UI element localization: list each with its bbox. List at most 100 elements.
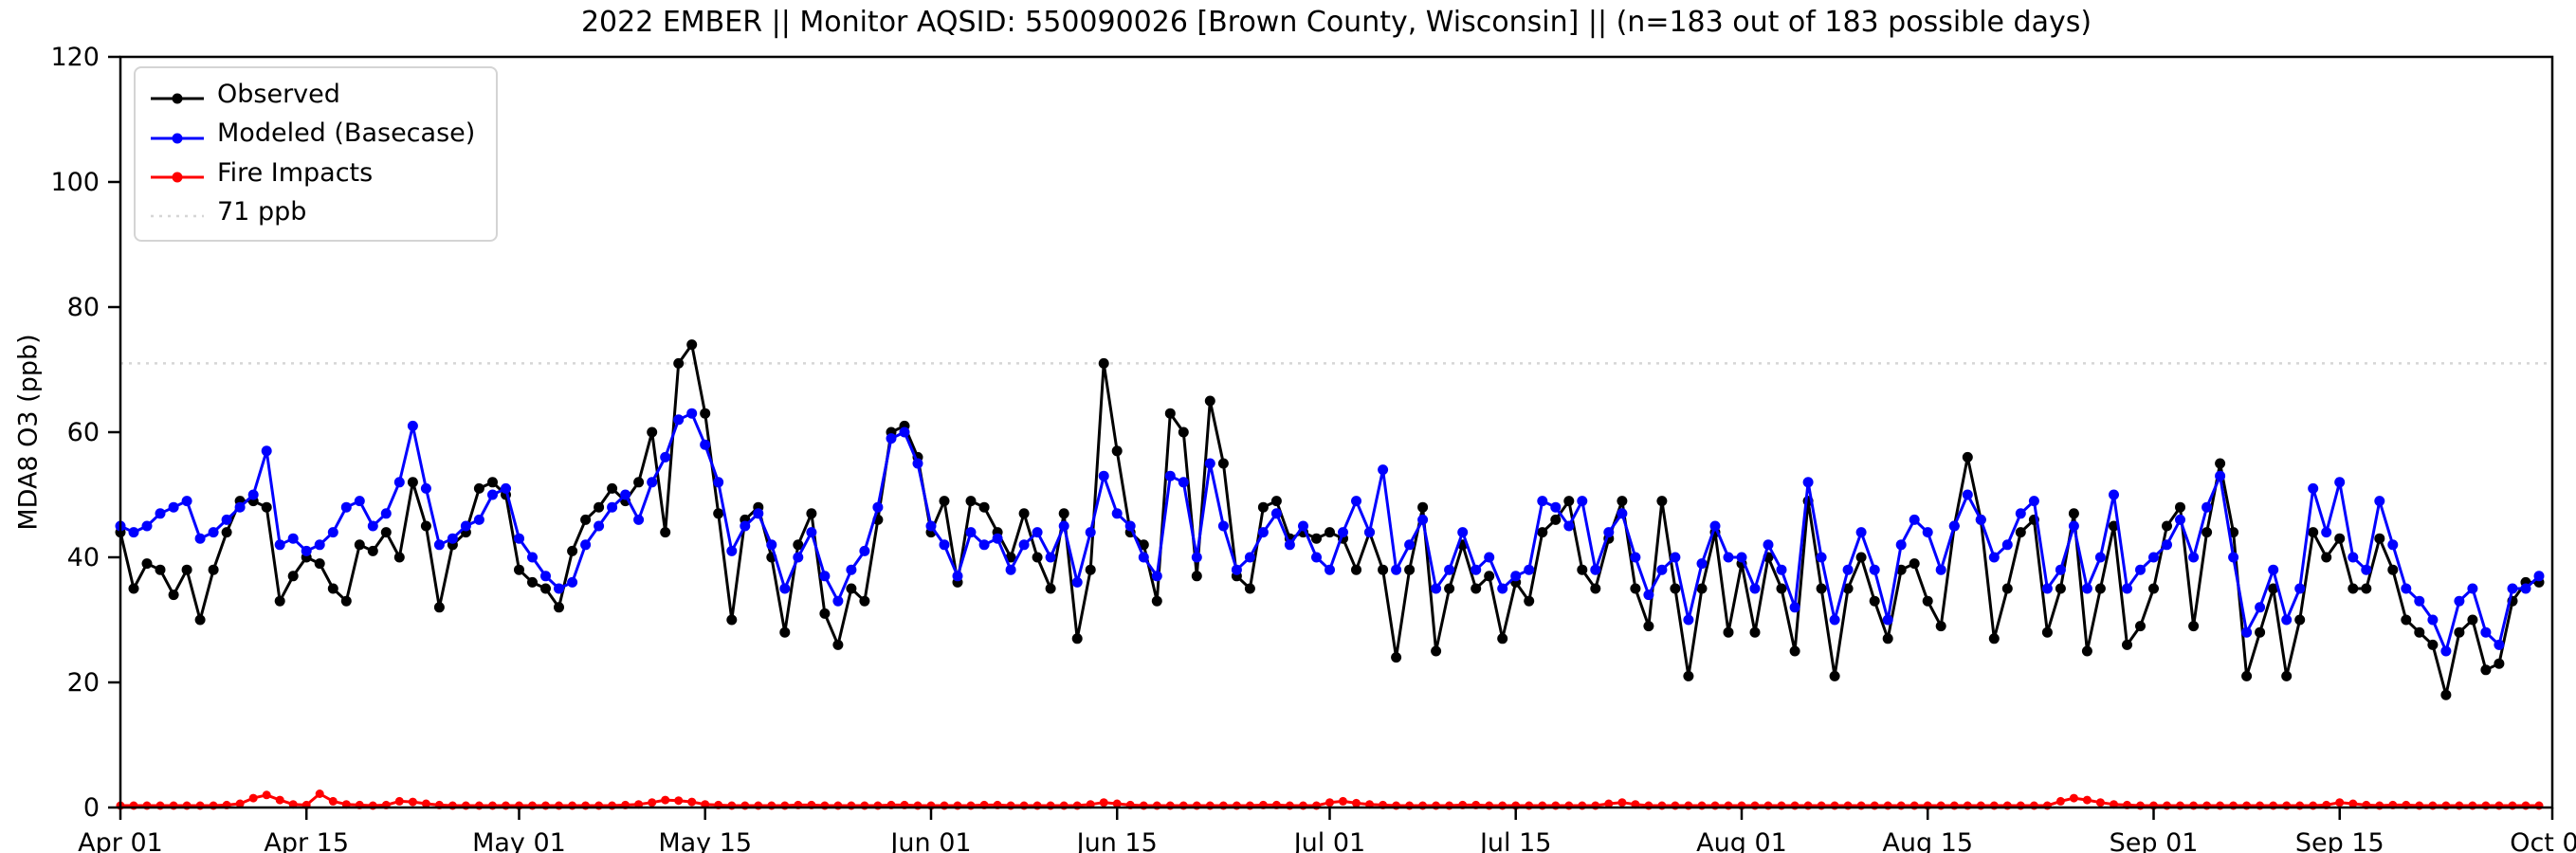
observed-marker: [1988, 633, 2000, 644]
modeled-basecase-marker: [2281, 614, 2293, 626]
modeled-basecase-marker: [819, 571, 831, 582]
modeled-basecase-marker: [2015, 508, 2026, 519]
observed-marker: [2308, 527, 2319, 538]
observed-marker: [2440, 689, 2452, 700]
modeled-basecase-marker: [1270, 508, 1282, 519]
observed-marker: [2401, 614, 2412, 626]
observed-marker: [2015, 527, 2026, 538]
fire-impacts-marker: [1112, 799, 1122, 808]
legend-item-fire: Fire Impacts: [151, 158, 475, 189]
observed-marker: [2135, 621, 2146, 632]
modeled-basecase-marker: [234, 501, 246, 513]
fire-impacts-marker: [328, 796, 338, 806]
observed-marker: [1391, 652, 1402, 663]
modeled-basecase-marker: [2401, 583, 2412, 594]
observed-marker: [1164, 408, 1176, 419]
modeled-basecase-marker: [872, 501, 884, 513]
observed-marker: [1217, 458, 1229, 469]
modeled-basecase-marker: [1085, 527, 1096, 538]
observed-marker: [2201, 527, 2213, 538]
modeled-basecase-marker: [832, 595, 844, 607]
modeled-basecase-marker: [247, 489, 259, 500]
observed-marker: [1776, 583, 1787, 594]
modeled-basecase-marker: [2533, 571, 2545, 582]
modeled-basecase-marker: [607, 501, 618, 513]
modeled-basecase-marker: [2201, 501, 2213, 513]
modeled-basecase-marker: [1577, 496, 1588, 507]
modeled-basecase-marker: [2427, 614, 2439, 626]
modeled-basecase-marker: [686, 408, 698, 419]
x-tick-label: Apr 01: [78, 828, 163, 853]
modeled-basecase-marker: [2001, 539, 2013, 551]
observed-marker: [846, 583, 857, 594]
modeled-basecase-marker: [939, 539, 950, 551]
modeled-basecase-marker: [2068, 520, 2079, 532]
observed-marker: [1696, 583, 1708, 594]
modeled-basecase-marker: [1378, 464, 1389, 476]
y-tick-label: 80: [67, 293, 100, 322]
legend-swatch-graphic: [151, 215, 204, 218]
modeled-basecase-marker: [168, 501, 179, 513]
modeled-basecase-marker: [487, 489, 498, 500]
modeled-basecase-marker: [1231, 564, 1242, 575]
observed-marker: [1404, 564, 1416, 575]
legend-item-threshold: 71 ppb: [151, 197, 475, 227]
observed-marker: [1869, 595, 1880, 607]
legend-swatch-graphic: [151, 172, 204, 183]
observed-marker: [1325, 527, 1335, 538]
observed-marker: [1484, 571, 1495, 582]
modeled-basecase-marker: [2294, 583, 2306, 594]
x-tick-label: Jun 15: [1075, 828, 1158, 853]
x-tick-label: Sep 15: [2295, 828, 2384, 853]
x-tick-label: Apr 15: [264, 828, 349, 853]
modeled-basecase-marker: [1537, 496, 1548, 507]
observed-marker: [1935, 621, 1946, 632]
observed-marker: [2387, 564, 2399, 575]
observed-marker: [1151, 595, 1162, 607]
fire-impacts-marker: [421, 799, 430, 808]
modeled-basecase-marker: [2507, 583, 2518, 594]
y-tick-label: 40: [67, 543, 100, 572]
modeled-basecase-marker: [1018, 539, 1030, 551]
observed-marker: [2109, 520, 2119, 532]
observed-marker: [327, 583, 338, 594]
x-tick-label: Jun 01: [888, 828, 971, 853]
modeled-basecase-marker: [620, 489, 631, 500]
observed-marker: [1670, 583, 1681, 594]
modeled-basecase-marker: [1524, 564, 1535, 575]
modeled-basecase-marker: [2334, 477, 2346, 488]
fire-impacts-line-swatch: [151, 164, 204, 183]
modeled-basecase-marker: [2387, 539, 2399, 551]
modeled-basecase-marker: [2055, 564, 2066, 575]
observed-marker: [567, 545, 578, 556]
modeled-basecase-marker: [221, 514, 232, 525]
x-tick-label: Oct 01: [2510, 828, 2576, 853]
x-tick-label: Aug 01: [1696, 828, 1787, 853]
x-tick-label: Sep 01: [2110, 828, 2199, 853]
observed-marker: [1909, 558, 1920, 570]
observed-marker: [1444, 583, 1455, 594]
modeled-basecase-marker: [1736, 552, 1747, 563]
observed-marker: [1683, 670, 1694, 681]
modeled-basecase-marker: [1683, 614, 1694, 626]
fire-impacts-marker: [2069, 793, 2078, 803]
fire-impacts-marker: [1604, 799, 1614, 808]
observed-marker: [2215, 458, 2226, 469]
observed-marker: [1138, 539, 1149, 551]
modeled-basecase-marker: [2081, 583, 2092, 594]
observed-marker: [141, 558, 153, 570]
fire-impacts-marker: [1352, 798, 1361, 808]
observed-marker: [2414, 626, 2425, 638]
observed-marker: [527, 576, 538, 588]
modeled-basecase-marker: [2321, 527, 2332, 538]
observed-marker: [554, 602, 564, 613]
modeled-basecase-marker: [779, 583, 791, 594]
threshold-line-swatch: [151, 203, 204, 222]
legend-label-modeled: Modeled (Basecase): [217, 118, 476, 149]
modeled-basecase-marker: [899, 426, 910, 438]
modeled-basecase-marker: [1284, 539, 1295, 551]
observed-marker: [287, 571, 299, 582]
observed-marker: [194, 614, 206, 626]
modeled-basecase-marker: [274, 539, 285, 551]
modeled-basecase-marker: [2494, 639, 2505, 650]
